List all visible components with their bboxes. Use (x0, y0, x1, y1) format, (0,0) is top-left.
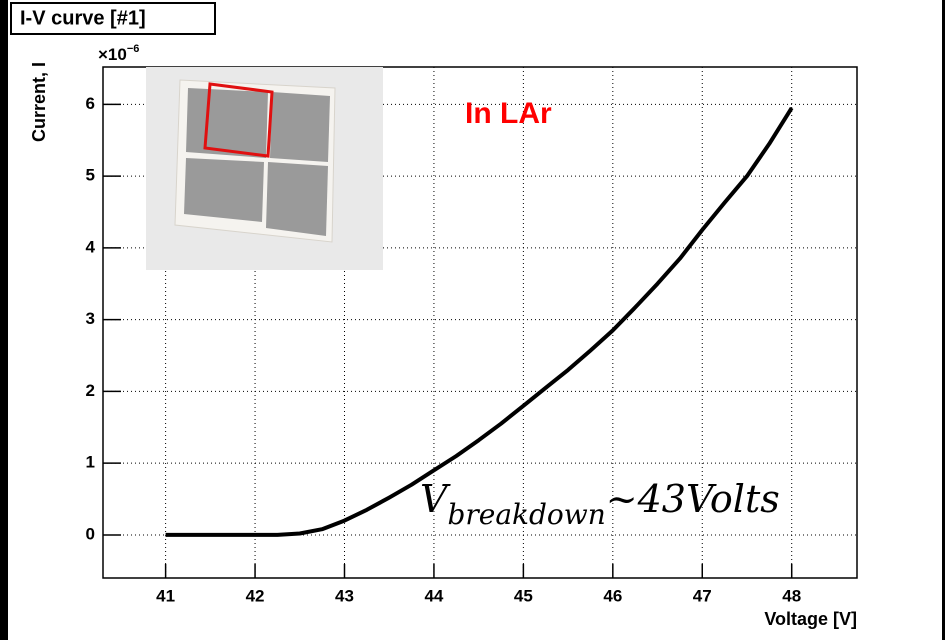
annotation-rest: ~43Volts (606, 477, 780, 521)
left-edge (0, 0, 8, 640)
y-tick-label: 1 (86, 453, 95, 472)
x-tick-label: 42 (246, 586, 265, 605)
annotation: In LAr (465, 97, 552, 130)
y-tick-label: 4 (86, 237, 96, 256)
y-axis-label: Current, I (29, 62, 49, 142)
y-multiplier: ×10−6 (98, 43, 139, 65)
multiplier-base: ×10 (98, 45, 127, 64)
x-tick-label: 43 (335, 586, 354, 605)
y-tick-label: 2 (86, 381, 95, 400)
x-tick-label: 46 (603, 586, 622, 605)
chart: I-V curve [#1] Voltage [V] Current, I ×1… (0, 0, 945, 640)
inset-photo (146, 67, 383, 270)
y-tick-label: 5 (86, 166, 95, 185)
x-tick-label: 44 (424, 586, 443, 605)
annotation-subscript: breakdown (447, 498, 605, 531)
x-tick-label: 47 (693, 586, 712, 605)
x-tick-label: 48 (782, 586, 801, 605)
x-tick-label: 45 (514, 586, 533, 605)
x-tick-label: 41 (156, 586, 175, 605)
x-axis-label: Voltage [V] (764, 609, 857, 629)
chart-title: I-V curve [#1] (20, 7, 146, 29)
y-tick-label: 6 (86, 94, 95, 113)
y-tick-label: 0 (86, 524, 95, 543)
y-tick-label: 3 (86, 309, 95, 328)
multiplier-exponent: −6 (127, 43, 140, 55)
annotation-base: V (420, 477, 451, 521)
